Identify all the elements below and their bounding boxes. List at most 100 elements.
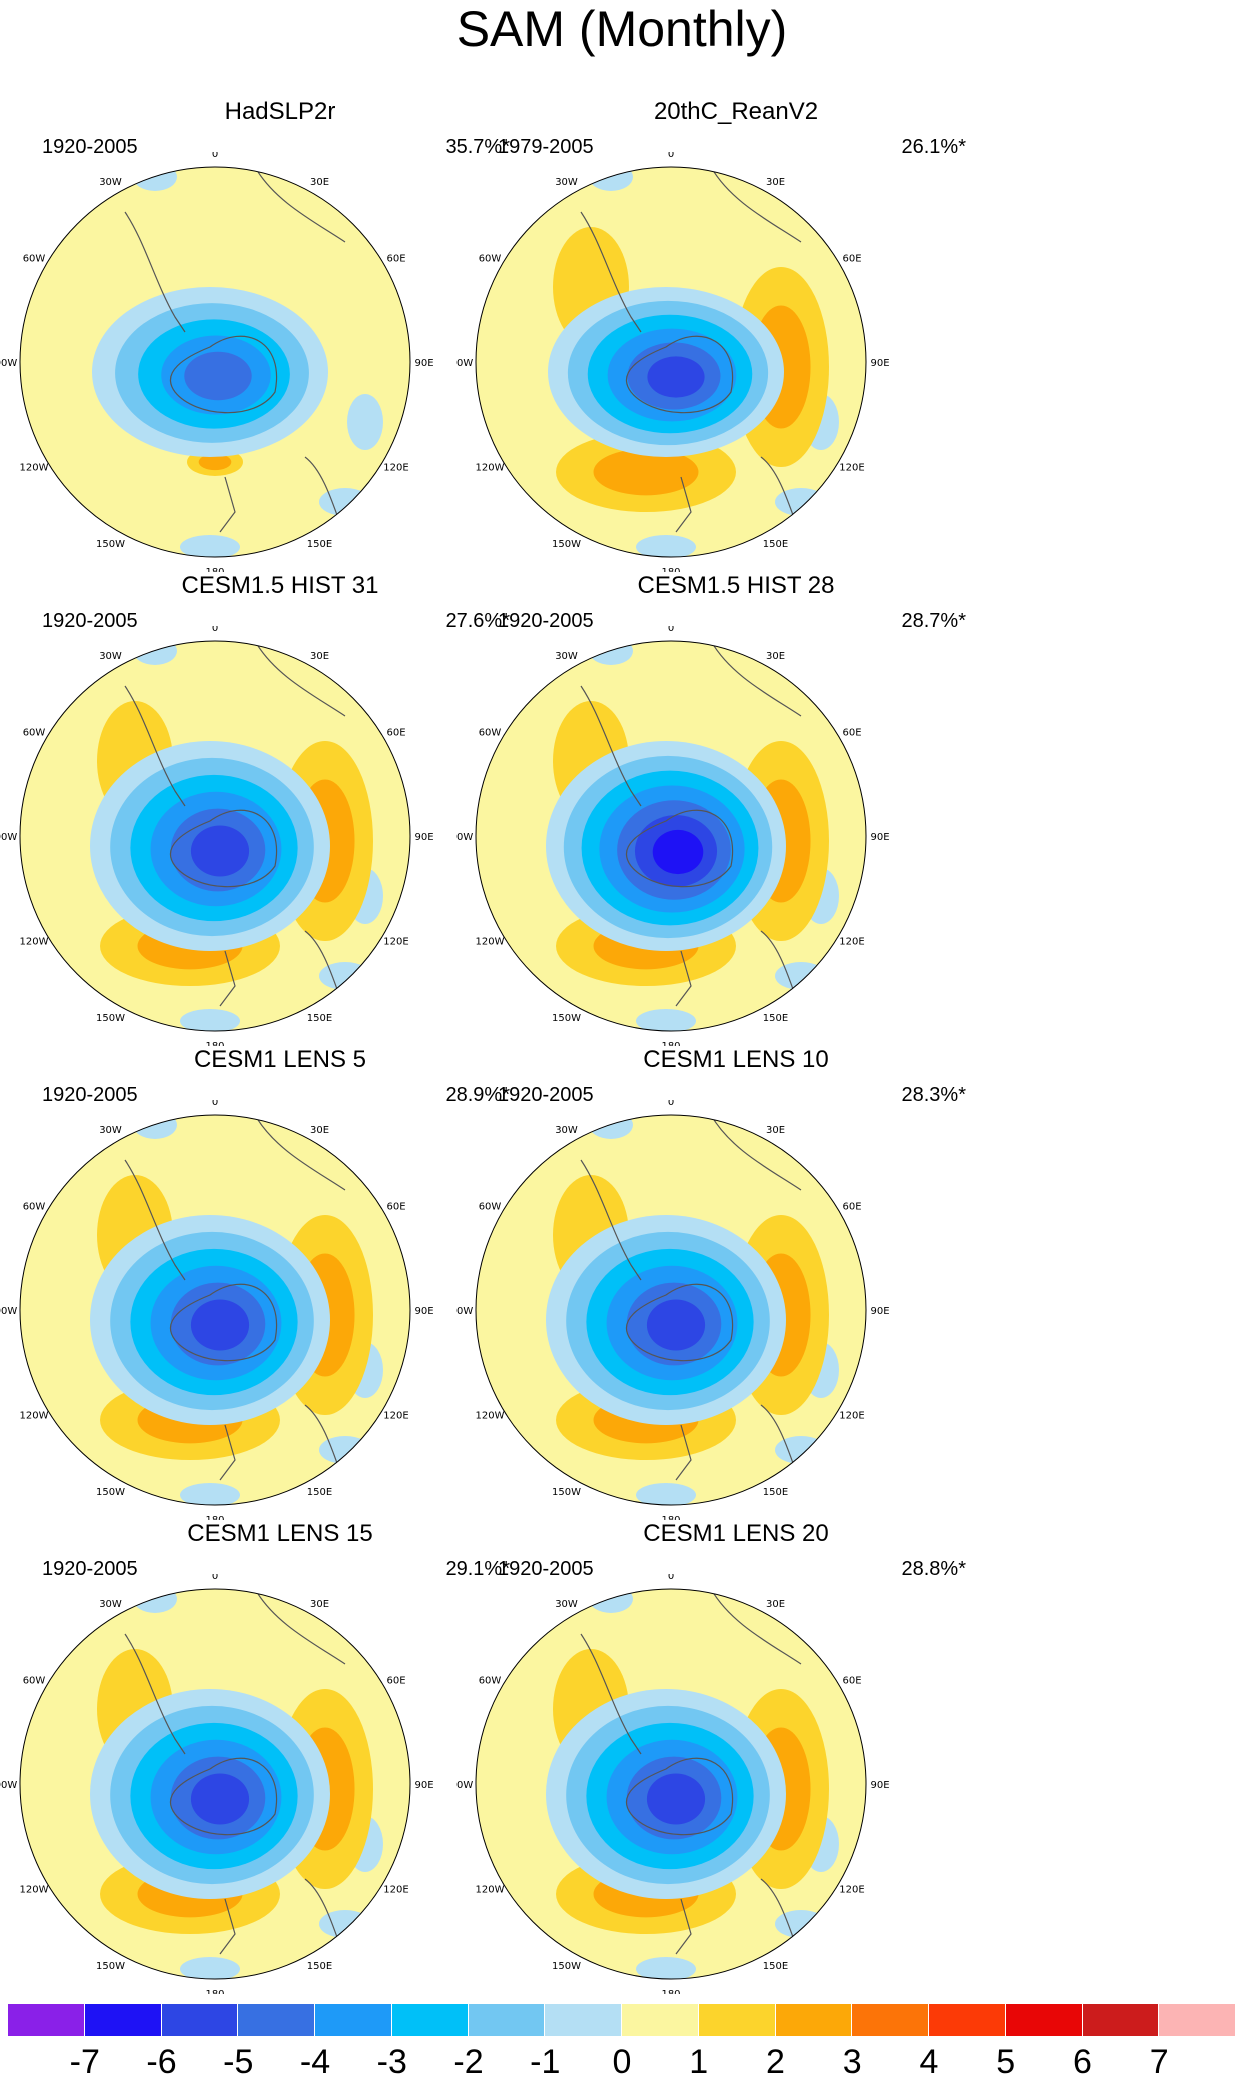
longitude-label: 150E	[763, 539, 788, 550]
longitude-label: 30E	[310, 1125, 329, 1136]
positive-lobe	[593, 448, 699, 496]
negative-contour	[190, 1773, 250, 1825]
longitude-label: 150W	[552, 1961, 581, 1972]
panel-variance: 28.7%*	[901, 610, 967, 632]
map-panel: HadSLP2r 1920-2005 35.7%* 0 30E 60E 90E 120E 150…	[0, 98, 560, 572]
longitude-label: 60E	[386, 1202, 405, 1213]
coastline	[124, 167, 346, 538]
longitude-label: 0	[668, 626, 674, 634]
longitude-label: 90E	[414, 358, 433, 369]
coastline	[580, 1589, 802, 1960]
longitude-label: 120W	[476, 937, 505, 948]
colorbar-segment	[391, 2004, 469, 2036]
longitude-label: 90E	[870, 832, 889, 843]
longitude-label: 30E	[310, 1599, 329, 1610]
negative-patch	[319, 488, 371, 516]
colorbar-label: -6	[146, 2043, 177, 2081]
polar-map: 0 30E 60E 90E 120E 150E 180 150W 120W 90W 60W 30W	[0, 626, 434, 1046]
longitude-label: 60E	[842, 728, 861, 739]
longitude-label: 60E	[842, 254, 861, 265]
longitude-label: 0	[668, 1100, 674, 1108]
negative-patch	[133, 1589, 177, 1613]
colorbar-label: -1	[530, 2043, 561, 2081]
longitude-label: 90W	[456, 358, 473, 369]
colorbar-segment	[1005, 2004, 1083, 2036]
longitude-label: 150W	[96, 539, 125, 550]
longitude-label: 120W	[476, 463, 505, 474]
longitude-label: 150E	[763, 1487, 788, 1498]
colorbar-segment	[775, 2004, 853, 2036]
longitude-label: 150W	[96, 1487, 125, 1498]
longitude-label: 0	[212, 152, 218, 160]
negative-patch	[636, 1957, 696, 1979]
longitude-label: 60W	[23, 1676, 46, 1687]
panel-period: 1920-2005	[498, 610, 594, 632]
longitude-label: 180	[205, 1989, 224, 1994]
longitude-label: 180	[661, 1515, 680, 1520]
panel-title: HadSLP2r	[224, 98, 336, 125]
map-border	[19, 1114, 411, 1506]
colorbar-label: -4	[299, 2043, 331, 2081]
colorbar-segment	[468, 2004, 546, 2036]
panel-variance: 35.7%*	[445, 136, 511, 158]
longitude-label: 90W	[0, 1780, 17, 1791]
panel-title: CESM1.5 HIST 31	[181, 572, 379, 599]
colorbar-label: 7	[1149, 2043, 1169, 2081]
colorbar-segment	[161, 2004, 239, 2036]
polar-map: 0 30E 60E 90E 120E 150E 180 150W 120W 90W 60W 30W	[0, 1100, 434, 1520]
panel-title: 20thC_ReanV2	[653, 98, 819, 125]
longitude-label: 120W	[476, 1885, 505, 1896]
longitude-label: 90E	[870, 1306, 889, 1317]
longitude-label: 120E	[839, 937, 864, 948]
negative-patch	[775, 1436, 827, 1464]
colorbar-segment	[545, 2004, 622, 2036]
longitude-label: 60W	[23, 1202, 46, 1213]
longitude-label: 60E	[842, 1202, 861, 1213]
negative-patch	[319, 1436, 371, 1464]
colorbar-label: -5	[223, 2043, 254, 2081]
longitude-label: 120W	[20, 463, 49, 474]
colorbar: -7 -6 -5 -4 -3 -2 -1 0 1 2 3 4 5 6 7	[8, 2004, 1236, 2082]
panel-variance: 27.6%*	[445, 610, 511, 632]
longitude-label: 90E	[414, 1306, 433, 1317]
longitude-label: 30W	[555, 1599, 578, 1610]
negative-patch	[589, 167, 633, 191]
map-border	[19, 1588, 411, 1980]
panel-variance: 29.1%*	[445, 1558, 511, 1580]
longitude-label: 150W	[552, 1487, 581, 1498]
colorbar-segment	[622, 2004, 699, 2036]
longitude-label: 60E	[842, 1676, 861, 1687]
coastline	[124, 641, 346, 1012]
panel-title: CESM1.5 HIST 28	[637, 572, 835, 599]
longitude-label: 30W	[555, 651, 578, 662]
negative-contour	[184, 351, 252, 401]
longitude-label: 30E	[766, 1125, 785, 1136]
longitude-label: 150W	[552, 539, 581, 550]
negative-patch	[180, 1483, 240, 1505]
negative-contour	[652, 829, 704, 875]
panel-variance: 28.9%*	[445, 1084, 511, 1106]
colorbar-segment	[315, 2004, 392, 2036]
polar-map: 0 30E 60E 90E 120E 150E 180 150W 120W 90W 60W 30W	[456, 1574, 890, 1994]
colorbar-segment	[929, 2004, 1006, 2036]
longitude-label: 150E	[307, 1013, 332, 1024]
longitude-label: 90W	[456, 1306, 473, 1317]
colorbar-segment	[84, 2004, 162, 2036]
negative-patch	[347, 394, 383, 450]
longitude-label: 120W	[20, 1885, 49, 1896]
negative-contour	[190, 825, 250, 877]
longitude-label: 120E	[383, 1885, 408, 1896]
colorbar-label: 6	[1073, 2043, 1092, 2081]
panel-period: 1920-2005	[42, 1558, 138, 1580]
longitude-label: 60W	[479, 254, 502, 265]
panel-period: 1920-2005	[498, 1558, 594, 1580]
panel-title: CESM1 LENS 15	[187, 1520, 373, 1547]
negative-contour	[646, 1773, 706, 1825]
longitude-label: 120W	[20, 937, 49, 948]
negative-patch	[589, 1589, 633, 1613]
panel-period: 1979-2005	[498, 136, 594, 158]
colorbar-label: 4	[919, 2043, 939, 2081]
negative-patch	[775, 1910, 827, 1938]
longitude-label: 30E	[766, 1599, 785, 1610]
longitude-label: 60W	[23, 254, 46, 265]
